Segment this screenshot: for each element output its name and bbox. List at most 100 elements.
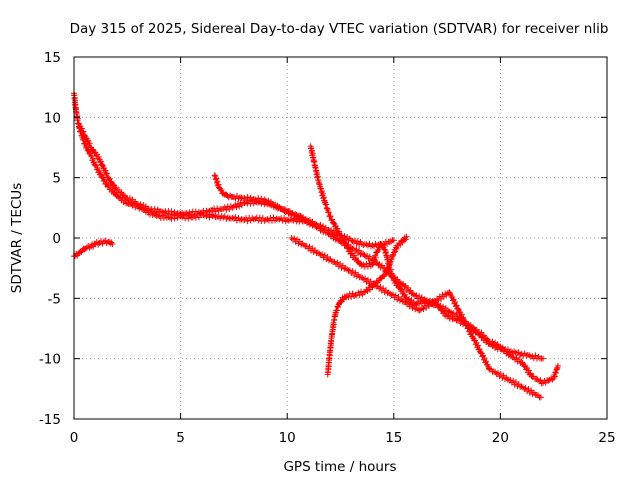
data-point bbox=[137, 201, 144, 208]
data-point bbox=[106, 175, 113, 182]
data-point bbox=[269, 201, 276, 208]
data-point bbox=[429, 298, 436, 305]
data-point bbox=[353, 254, 360, 261]
data-point bbox=[323, 201, 330, 208]
data-point bbox=[227, 192, 234, 199]
data-point bbox=[86, 244, 93, 251]
data-point bbox=[85, 137, 92, 144]
data-point bbox=[318, 225, 325, 232]
data-point bbox=[335, 228, 342, 235]
data-point bbox=[349, 268, 356, 275]
data-point bbox=[458, 311, 465, 318]
data-point bbox=[282, 209, 289, 216]
data-point bbox=[337, 297, 344, 304]
data-point bbox=[394, 280, 401, 287]
data-point bbox=[171, 215, 178, 222]
y-tick-label: 10 bbox=[44, 110, 61, 126]
data-point bbox=[403, 233, 410, 240]
data-point bbox=[397, 241, 404, 248]
series-5 bbox=[324, 233, 410, 378]
chart-title: Day 315 of 2025, Sidereal Day-to-day VTE… bbox=[70, 21, 609, 37]
data-point bbox=[522, 385, 529, 392]
data-point bbox=[435, 297, 442, 304]
data-point bbox=[353, 246, 360, 253]
data-point bbox=[538, 380, 545, 387]
data-point bbox=[303, 242, 310, 249]
data-point bbox=[212, 208, 219, 215]
data-point bbox=[366, 253, 373, 260]
data-point bbox=[314, 249, 321, 256]
data-point bbox=[552, 369, 559, 376]
data-point bbox=[396, 297, 403, 304]
data-point bbox=[218, 187, 225, 194]
data-point bbox=[348, 293, 355, 300]
data-point bbox=[357, 274, 364, 281]
data-point bbox=[89, 146, 96, 153]
data-point bbox=[223, 206, 230, 213]
data-point bbox=[446, 289, 453, 296]
data-point bbox=[276, 216, 283, 223]
data-point bbox=[390, 249, 397, 256]
data-point bbox=[81, 132, 88, 139]
data-point bbox=[389, 291, 396, 298]
data-point bbox=[305, 218, 312, 225]
data-point bbox=[476, 345, 483, 352]
data-point bbox=[319, 251, 326, 258]
data-point bbox=[371, 282, 378, 289]
data-point bbox=[480, 352, 487, 359]
data-point bbox=[454, 317, 461, 324]
data-point bbox=[505, 346, 512, 353]
data-point bbox=[95, 153, 102, 160]
axis-ticks bbox=[73, 56, 608, 420]
data-point bbox=[214, 178, 221, 185]
data-point bbox=[537, 377, 544, 384]
data-point bbox=[329, 216, 336, 223]
data-point bbox=[330, 227, 337, 234]
data-point bbox=[393, 245, 400, 252]
data-point bbox=[348, 237, 355, 244]
data-point bbox=[91, 158, 98, 165]
data-point bbox=[341, 265, 348, 272]
data-point bbox=[548, 375, 555, 382]
x-axis-label: GPS time / hours bbox=[283, 459, 396, 475]
data-point bbox=[109, 241, 116, 248]
data-point bbox=[244, 218, 251, 225]
data-point bbox=[234, 200, 241, 207]
data-point bbox=[160, 209, 167, 216]
data-point bbox=[326, 257, 333, 264]
y-tick-label: 0 bbox=[52, 231, 61, 247]
data-point bbox=[334, 225, 341, 232]
plot-marks bbox=[71, 90, 561, 401]
data-point bbox=[112, 184, 119, 191]
data-point bbox=[412, 306, 419, 313]
data-point bbox=[442, 290, 449, 297]
data-point bbox=[102, 167, 109, 174]
data-point bbox=[91, 161, 98, 168]
data-point bbox=[213, 175, 220, 182]
data-point bbox=[350, 245, 357, 252]
data-point bbox=[513, 354, 520, 361]
data-point bbox=[356, 292, 363, 299]
data-point bbox=[233, 204, 240, 211]
data-point bbox=[452, 298, 459, 305]
data-point bbox=[401, 291, 408, 298]
data-point bbox=[385, 264, 392, 271]
data-point bbox=[351, 293, 358, 300]
data-point bbox=[434, 301, 441, 308]
data-point bbox=[490, 341, 497, 348]
data-point bbox=[211, 172, 218, 179]
data-point bbox=[215, 181, 222, 188]
data-point bbox=[333, 307, 340, 314]
data-point bbox=[481, 355, 488, 362]
data-point bbox=[97, 158, 104, 165]
data-point bbox=[410, 291, 417, 298]
data-point bbox=[383, 269, 390, 276]
data-point bbox=[540, 355, 547, 362]
data-point bbox=[132, 204, 139, 211]
data-point bbox=[416, 293, 423, 300]
y-tick-label: 15 bbox=[44, 50, 61, 66]
data-point bbox=[316, 250, 323, 257]
x-tick-label: 20 bbox=[492, 430, 509, 446]
data-point bbox=[168, 208, 175, 215]
